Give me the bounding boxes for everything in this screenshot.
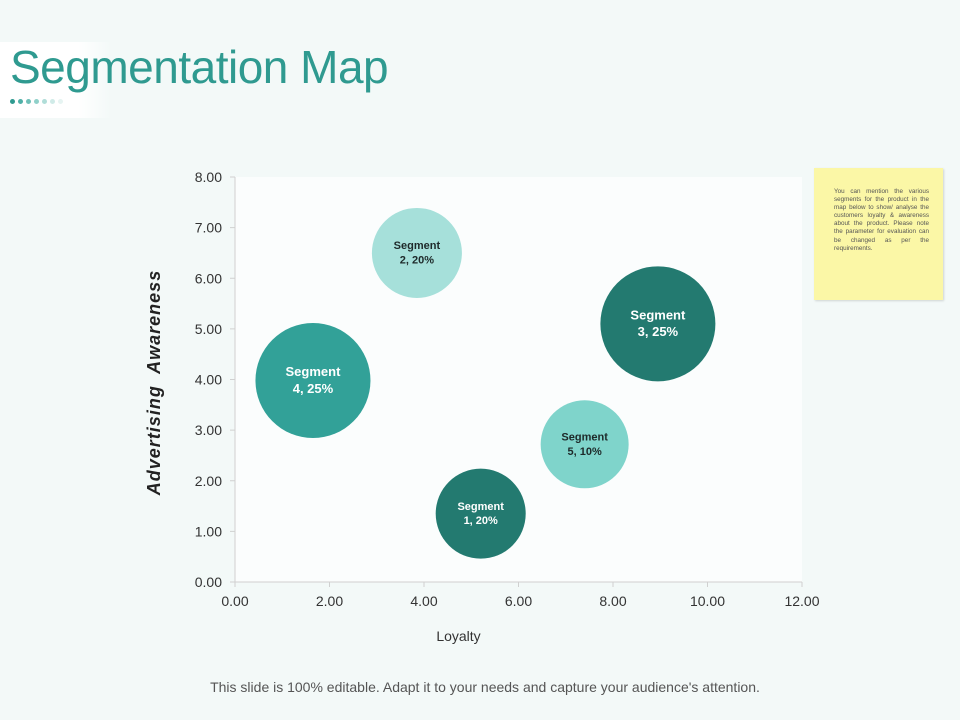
x-axis-title: Loyalty <box>436 628 480 644</box>
bubble-label-line2: 4, 25% <box>293 381 334 396</box>
bubble-segment-5: Segment 5, 10% <box>540 400 629 489</box>
x-tick-label: 12.00 <box>784 593 819 609</box>
x-tick-label: 2.00 <box>316 593 343 609</box>
title-decoration-dots <box>10 99 63 104</box>
y-axis-title: Advertising Awareness <box>144 270 164 496</box>
bubble-segment-1: Segment 1, 20% <box>435 468 526 559</box>
bubble-marker <box>371 207 462 298</box>
bubble-label-line2: 1, 20% <box>464 515 498 527</box>
y-tick-label: 8.00 <box>195 169 222 185</box>
title-backdrop <box>0 42 112 118</box>
y-tick-label: 5.00 <box>195 321 222 337</box>
bubble-label-line2: 2, 20% <box>400 254 434 266</box>
sticky-note: You can mention the various segments for… <box>814 168 943 300</box>
footer-caption: This slide is 100% editable. Adapt it to… <box>210 679 760 695</box>
bubble-label-line1: Segment <box>394 240 441 252</box>
bubble-marker <box>255 323 371 439</box>
x-tick-label: 0.00 <box>221 593 248 609</box>
y-tick-label: 4.00 <box>195 372 222 388</box>
y-tick-label: 7.00 <box>195 220 222 236</box>
y-tick-label: 2.00 <box>195 473 222 489</box>
bubble-label-line2: 5, 10% <box>568 446 602 458</box>
x-tick-label: 6.00 <box>505 593 532 609</box>
bubble-marker <box>540 400 629 489</box>
bubble-segment-2: Segment 2, 20% <box>371 207 462 298</box>
bubble-label-line2: 3, 25% <box>638 324 679 339</box>
bubble-segment-4: Segment 4, 25% <box>255 323 371 439</box>
bubble-label-line1: Segment <box>561 431 608 443</box>
y-tick-label: 0.00 <box>195 574 222 590</box>
bubble-label-line1: Segment <box>457 501 504 513</box>
bubble-label-line1: Segment <box>630 307 686 322</box>
bubble-label-line1: Segment <box>286 364 342 379</box>
bubble-segment-3: Segment 3, 25% <box>600 266 716 382</box>
x-tick-label: 8.00 <box>599 593 626 609</box>
x-tick-label: 4.00 <box>410 593 437 609</box>
bubble-marker <box>435 468 526 559</box>
y-tick-label: 3.00 <box>195 422 222 438</box>
y-tick-label: 1.00 <box>195 523 222 539</box>
x-tick-label: 10.00 <box>690 593 725 609</box>
page-title: Segmentation Map <box>10 41 389 93</box>
y-tick-label: 6.00 <box>195 270 222 286</box>
bubble-marker <box>600 266 716 382</box>
axis-ticks: 0.00 2.00 4.00 6.00 8.00 10.00 12.00 0.00 1.00 2.… <box>195 169 820 609</box>
